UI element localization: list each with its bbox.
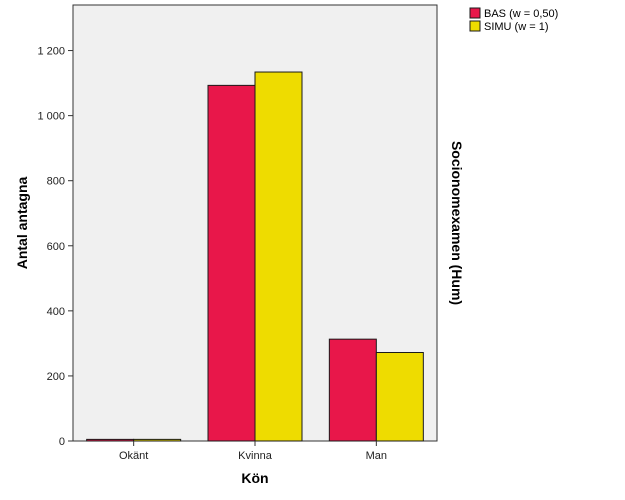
- y-tick-label: 200: [47, 371, 65, 383]
- bar-simu-1: [254, 71, 303, 442]
- legend-swatch-simu: [469, 20, 481, 32]
- legend-label-bas: BAS (w = 0,50): [484, 8, 558, 20]
- y-tick-label: 1 000: [37, 111, 65, 123]
- legend-swatch-bas: [469, 7, 481, 19]
- y-tick-label: 1 200: [37, 46, 65, 58]
- legend-label-simu: SIMU (w = 1): [484, 21, 548, 33]
- panel-label: Socionomexamen (Hum): [449, 141, 465, 305]
- x-tick-label: Man: [366, 450, 387, 462]
- x-tick-label: Okänt: [119, 450, 148, 462]
- y-tick-label: 600: [47, 241, 65, 253]
- y-tick-label: 400: [47, 306, 65, 318]
- bar-bas-2: [328, 338, 377, 442]
- bar-simu-0: [133, 438, 182, 442]
- bars-group: [86, 71, 424, 442]
- bar-bas-1: [207, 84, 256, 442]
- x-axis-title: Kön: [241, 470, 268, 486]
- y-tick-label: 800: [47, 176, 65, 188]
- axes-group: 0 200 400 600 800 1 000 1 200 Okänt Kvinna Man: [37, 46, 387, 462]
- bar-bas-0: [86, 438, 135, 442]
- x-tick-label: Kvinna: [238, 450, 273, 462]
- y-tick-label: 0: [59, 436, 65, 448]
- bar-simu-2: [375, 351, 424, 442]
- y-axis-title: Antal antagna: [14, 177, 30, 270]
- legend: BAS (w = 0,50) SIMU (w = 1): [469, 7, 558, 33]
